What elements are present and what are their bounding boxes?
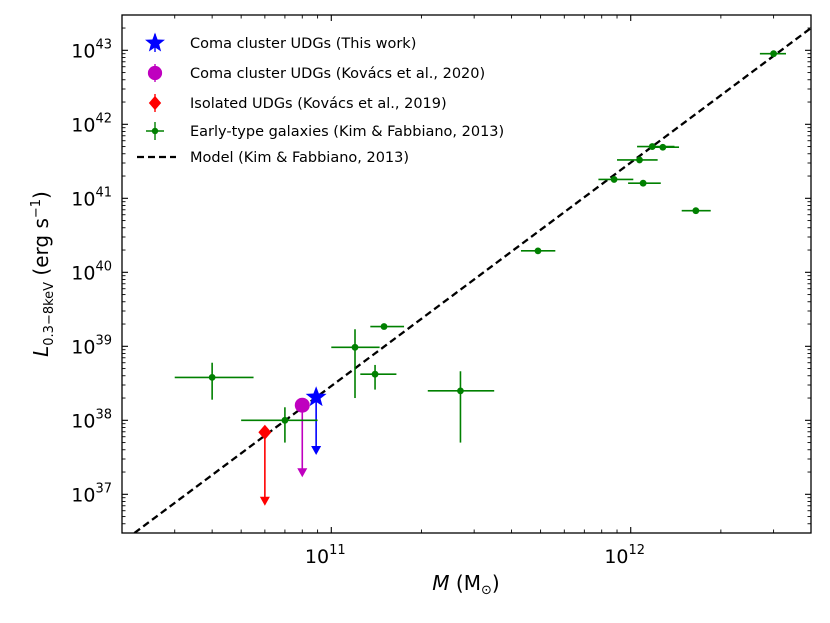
upper-limit-arrow-icon: [297, 468, 308, 478]
y-tick-label: 1037: [71, 481, 112, 506]
x-tick-label: 1011: [305, 543, 346, 568]
data-point-early_type-0: [208, 374, 216, 381]
series-coma_this_work: [305, 386, 327, 455]
legend-label: Coma cluster UDGs (Kovács et al., 2020): [190, 66, 485, 82]
y-tick-label: 1039: [71, 333, 112, 358]
legend-label: Early-type galaxies (Kim & Fabbiano, 201…: [190, 124, 504, 140]
data-point-early_type-7: [610, 176, 618, 183]
plot-area: [133, 27, 811, 533]
legend-label: Coma cluster UDGs (This work): [190, 36, 416, 52]
data-point-early_type-3: [371, 370, 379, 378]
y-tick-label: 1038: [71, 407, 112, 432]
legend-label: Model (Kim & Fabbiano, 2013): [190, 150, 409, 166]
data-point-early_type-2: [351, 343, 359, 351]
legend-entry-coma_this_work: Coma cluster UDGs (This work): [145, 32, 416, 52]
series-early_type: [174, 50, 786, 443]
data-point-early_type-6: [534, 247, 542, 255]
data-point-early_type-13: [770, 50, 777, 58]
data-point-early_type-1: [281, 416, 289, 424]
y-tick-label: 1042: [71, 111, 112, 136]
series-isolated: [258, 424, 272, 506]
upper-limit-arrow-icon: [259, 496, 270, 506]
data-point-coma_this_work-0: [305, 386, 327, 407]
axes: 1037 1038 1039 1040 1041 1042 1043 1011 1012: [71, 15, 811, 568]
y-tick-label: 1040: [71, 259, 112, 284]
legend-entry-early_type: Early-type galaxies (Kim & Fabbiano, 201…: [146, 122, 504, 140]
data-point-coma_kovacs-0: [294, 397, 310, 413]
plot-frame: [121, 14, 812, 534]
series-coma_kovacs: [294, 397, 310, 478]
y-axis-label: L0.3−8keV (erg s−1): [29, 191, 57, 357]
x-axis-label: M (M⊙): [432, 571, 499, 598]
data-point-early_type-4: [380, 323, 388, 330]
y-tick-label: 1041: [71, 185, 112, 210]
data-point-early_type-9: [639, 179, 647, 187]
upper-limit-arrow-icon: [311, 445, 322, 455]
legend-entry-isolated: Isolated UDGs (Kovács et al., 2019): [148, 94, 447, 112]
legend: Coma cluster UDGs (This work) Coma cluste…: [137, 32, 504, 166]
model-line: [133, 27, 811, 533]
data-point-early_type-12: [692, 207, 700, 215]
data-point-early_type-5: [457, 387, 464, 395]
legend-label: Isolated UDGs (Kovács et al., 2019): [190, 96, 447, 112]
data-point-isolated-0: [258, 424, 272, 440]
legend-star-icon: [145, 32, 165, 52]
legend-circle-icon: [147, 65, 163, 81]
legend-diamond-icon: [148, 95, 162, 111]
y-tick-label: 1043: [71, 37, 112, 62]
data-point-early_type-11: [659, 143, 667, 151]
legend-smallcircle-icon: [151, 127, 159, 135]
x-tick-label: 1012: [604, 543, 645, 568]
legend-entry-model: Model (Kim & Fabbiano, 2013): [137, 150, 409, 166]
legend-entry-coma_kovacs: Coma cluster UDGs (Kovács et al., 2020): [147, 64, 485, 82]
data-point-early_type-8: [636, 156, 643, 164]
